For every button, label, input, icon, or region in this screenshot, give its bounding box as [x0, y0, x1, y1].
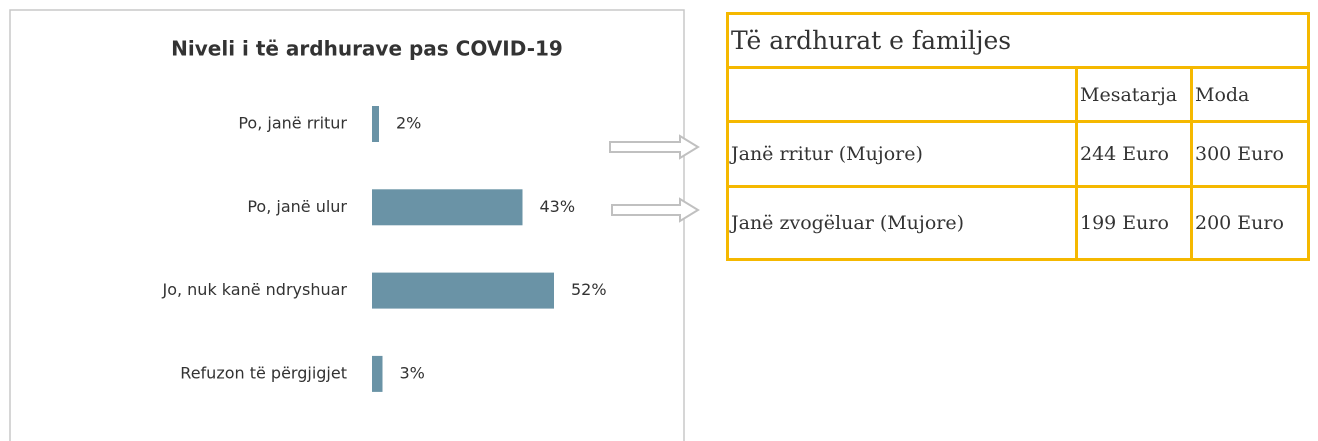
- arrows: [609, 134, 700, 223]
- value-label: 2%: [396, 114, 421, 133]
- category-label: Refuzon të përgjigjet: [180, 363, 347, 382]
- cell: Janë rritur (Mujore): [726, 120, 1078, 188]
- bar: [372, 272, 554, 309]
- category-label: Jo, nuk kanë ndryshuar: [161, 280, 347, 299]
- header-cell: [726, 66, 1078, 123]
- bar: [372, 189, 523, 226]
- value-label: 3%: [400, 363, 425, 382]
- header-cell: Mesatarja: [1075, 66, 1193, 123]
- table-title: Të ardhurat e familjes: [726, 12, 1310, 69]
- arrow: [609, 134, 700, 160]
- chart-title: Niveli i të ardhurave pas COVID-19: [171, 37, 563, 61]
- category-label: Po, janë ulur: [247, 197, 347, 216]
- header-cell: Moda: [1190, 66, 1310, 123]
- income-table: Të ardhurat e familjes Mesatarja Moda Ja…: [726, 12, 1310, 261]
- cell: 300 Euro: [1190, 120, 1310, 188]
- cell: 199 Euro: [1075, 185, 1193, 261]
- bar: [372, 355, 383, 392]
- category-label: Po, janë rritur: [238, 114, 347, 133]
- value-label: 52%: [571, 280, 607, 299]
- cell: 244 Euro: [1075, 120, 1193, 188]
- chart-frame: [9, 9, 685, 441]
- bar: [372, 106, 379, 142]
- cell: Janë zvogëluar (Mujore): [726, 185, 1078, 261]
- arrow: [611, 197, 700, 223]
- value-label: 43%: [540, 197, 576, 216]
- cell: 200 Euro: [1190, 185, 1310, 261]
